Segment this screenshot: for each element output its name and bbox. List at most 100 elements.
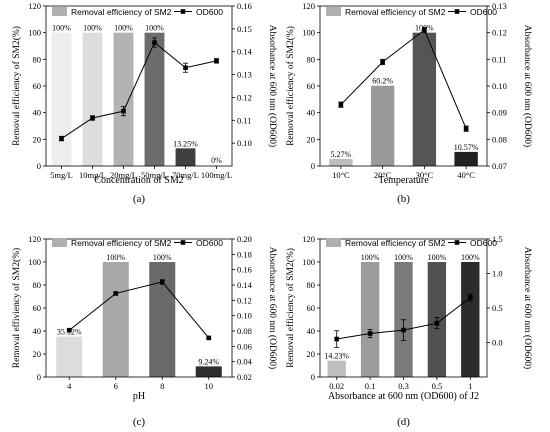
y2-axis-title: Absorbance at 600 nm (OD600) [267, 247, 278, 369]
y-tick-label: 60 [33, 303, 42, 313]
bar-data-label: 100% [83, 24, 102, 33]
x-tick-label: 10mg/L [79, 170, 106, 180]
panel-label: (b) [397, 193, 410, 205]
y-tick-label: 100 [302, 257, 315, 267]
legend-bar-swatch [52, 7, 67, 16]
bar-6 [102, 262, 129, 377]
od600-point [121, 108, 126, 114]
legend-bar-swatch [52, 238, 67, 247]
y-tick-label: 40 [307, 326, 316, 336]
od600-point [401, 327, 406, 333]
y2-tick-label: 0.14 [237, 47, 253, 57]
y2-tick-label: 0.07 [492, 161, 507, 171]
legend-line-label: OD600 [470, 238, 497, 248]
bar-5mg/L [51, 32, 72, 166]
x-tick-label: 70mg/L [172, 170, 199, 180]
od600-point [434, 320, 440, 326]
x-axis-title: pH [133, 391, 145, 402]
y-tick-label: 120 [302, 1, 315, 11]
chart-panel-1: 100% 100% 100% 100% 13.25% 0% 0 20 40 60 80 100 120 0… [11, 1, 278, 205]
bar-data-label: 100% [52, 24, 71, 33]
y2-tick-label: 0.08 [237, 326, 252, 336]
y2-tick-label: 0.11 [237, 115, 252, 125]
od600-point [159, 279, 165, 285]
x-tick-label: 30°C [416, 170, 434, 180]
y-axis-title: Removal effiviency of SM2(%) [11, 248, 22, 368]
legend-line-marker [454, 9, 460, 14]
bar-4 [56, 336, 83, 377]
od600-line [61, 41, 217, 139]
x-tick-label: 20°C [374, 170, 392, 180]
panel-label: (c) [133, 416, 146, 428]
y2-tick-label: 0.0 [492, 338, 503, 348]
x-tick-label: 10 [205, 381, 214, 391]
y2-tick-label: 0.06 [237, 341, 252, 351]
y2-tick-label: 0.10 [237, 311, 252, 321]
od600-point [422, 27, 427, 33]
bar-data-label: 100% [114, 24, 133, 33]
y2-tick-label: 0.18 [237, 249, 252, 259]
bar-40°C [454, 151, 478, 166]
od600-point [380, 59, 385, 65]
y2-axis-title: Absorbance at 600 nm (OD600) [522, 25, 533, 147]
bar-10°C [329, 158, 353, 166]
y-tick-label: 20 [33, 349, 42, 359]
y2-tick-label: 0.11 [492, 54, 507, 64]
bar-data-label: 10.57% [454, 143, 479, 152]
x-tick-label: 0.02 [329, 381, 344, 391]
od600-line [68, 281, 210, 339]
y2-axis-title: Absorbance at 600 nm (OD600) [267, 25, 278, 147]
y-tick-label: 0 [37, 372, 41, 382]
legend-line-label: OD600 [196, 238, 223, 248]
y2-tick-label: 0.10 [237, 138, 252, 148]
od600-point [113, 291, 119, 296]
y2-tick-label: 0.02 [237, 372, 252, 382]
bar-data-label: 100% [461, 253, 480, 262]
y-tick-label: 80 [33, 280, 42, 290]
od600-line [340, 29, 467, 129]
y2-tick-label: 0.20 [237, 234, 252, 244]
od600-point [66, 327, 72, 333]
y2-tick-label: 1.5 [492, 234, 503, 244]
bar-data-label: 100% [361, 253, 380, 262]
x-tick-label: 50mg/L [141, 170, 168, 180]
od600-point [214, 58, 219, 64]
y2-tick-label: 0.12 [237, 295, 252, 305]
legend-bar-swatch [326, 238, 341, 247]
bar-50mg/L [144, 32, 165, 166]
y-tick-label: 20 [307, 349, 316, 359]
legend-line-label: OD600 [196, 7, 223, 17]
y-tick-label: 80 [307, 280, 316, 290]
bar-data-label: 100% [106, 253, 125, 262]
legend-bar-label: Removal efficiency of SM2 [345, 7, 446, 17]
y-tick-label: 80 [307, 54, 316, 64]
x-tick-label: 8 [160, 381, 164, 391]
y-tick-label: 0 [311, 372, 315, 382]
y-axis-title: Removal efficiency of SM2(%) [285, 26, 296, 146]
x-tick-label: 40°C [457, 170, 475, 180]
x-tick-label: 20mg/L [110, 170, 137, 180]
bar-10 [195, 366, 222, 377]
legend-bar-label: Removal efficiency of SM2 [345, 238, 446, 248]
y2-tick-label: 0.16 [237, 1, 252, 11]
legend-bar-label: Removal efficiency of SM2 [71, 7, 172, 17]
bar-data-label: 60.2% [372, 77, 393, 86]
bar-20°C [370, 85, 395, 166]
od600-point [334, 336, 339, 342]
bar-30°C [412, 32, 437, 166]
bar-data-label: 13.25% [173, 139, 198, 148]
bar-data-label: 0% [211, 156, 222, 165]
x-tick-label: 0.3 [398, 381, 409, 391]
y-axis-title: Removal efficiency of SM2(%) [11, 26, 22, 146]
y-tick-label: 60 [33, 81, 42, 91]
x-tick-label: 0.1 [365, 381, 376, 391]
bar-10mg/L [82, 32, 103, 166]
y-tick-label: 120 [28, 234, 41, 244]
x-axis-title: Temperature [378, 175, 429, 186]
x-tick-label: 0.5 [432, 381, 443, 391]
y2-tick-label: 0.12 [237, 92, 252, 102]
y-tick-label: 0 [37, 161, 41, 171]
x-axis-title: Concentration of SM2 [94, 175, 183, 186]
bar-data-label: 100% [428, 253, 447, 262]
od600-point [206, 335, 212, 341]
